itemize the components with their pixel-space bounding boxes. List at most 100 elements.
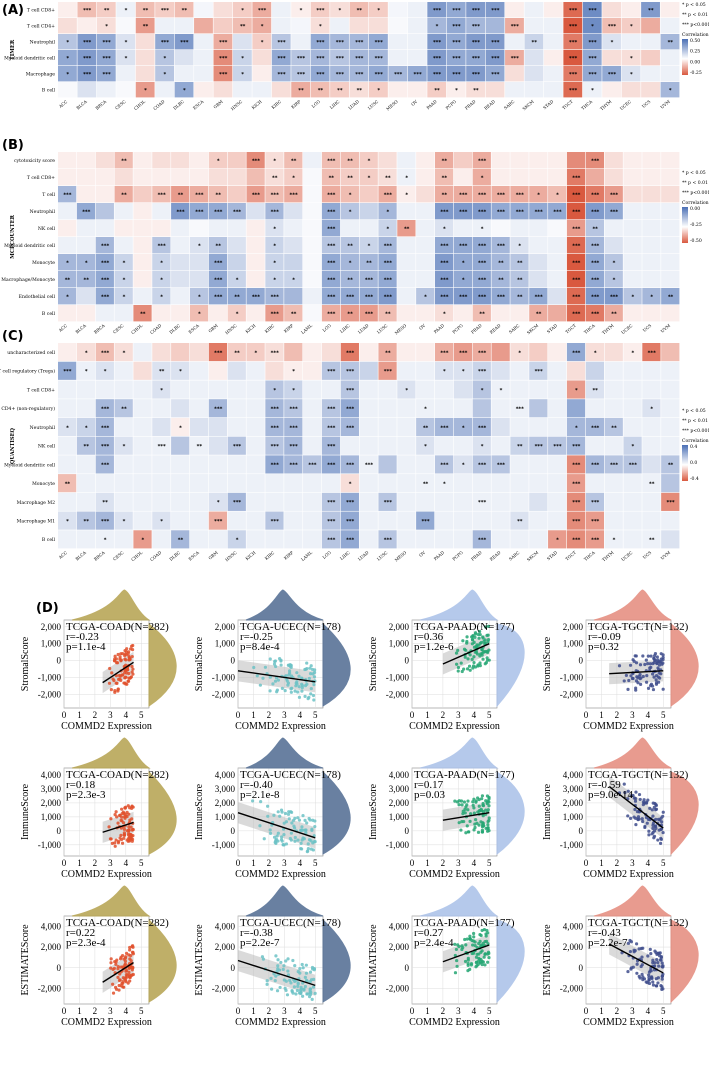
x-tick-label: 0 [62,858,67,868]
y-density [322,770,351,855]
significance-stars: * [66,425,69,431]
significance-stars: *** [346,350,354,356]
data-point [268,675,272,679]
heat-cell [271,34,291,50]
data-point [122,836,126,840]
heat-cell [246,305,265,322]
data-point [453,971,458,975]
heat-cell [96,34,116,50]
heat-cell [397,203,416,220]
data-point [113,841,117,845]
data-point [468,934,472,938]
plot-title: TCGA-TGCT(N=132) [588,621,689,633]
x-tick-label: 0 [236,858,241,868]
x-tick-label: 5 [139,710,144,720]
data-point [261,957,265,961]
legend-colorbar [682,39,688,75]
significance-stars: *** [497,295,505,301]
significance-stars: * [123,295,126,301]
data-point [652,654,657,658]
plot-p: p=0.03 [414,789,445,801]
data-point [650,976,654,981]
data-point [660,965,664,969]
significance-stars: * [217,500,220,506]
data-point [627,678,631,683]
plot-r: r=-0.59 [588,779,621,791]
significance-stars: ** [517,444,523,450]
significance-stars: *** [277,40,285,46]
heat-cell [416,474,435,493]
data-point [478,629,482,634]
heat-cell [310,66,330,82]
significance-stars: * [160,295,163,301]
significance-stars: * [273,159,276,165]
column-label: LUSC [367,99,380,111]
row-label: Macrophage M2 [17,500,55,506]
significance-stars: * [630,72,633,78]
column-label: LUAD [347,99,360,111]
heat-cell [95,220,114,237]
y-tick-label: -2,000 [386,983,410,993]
plot-p: p=2.4e-4 [414,937,454,949]
significance-stars: * [591,88,594,94]
heat-cell [227,254,246,271]
data-point [305,992,309,996]
regression-line [102,661,134,684]
heat-cell [359,305,378,322]
significance-stars: *** [214,295,222,301]
data-point [471,666,475,670]
heat-cell [378,361,397,380]
data-point [311,985,316,989]
heat-cell [171,343,190,362]
heat-cell [284,474,303,493]
heat-cell [194,34,213,50]
data-point [650,808,654,812]
heat-cell [407,82,427,98]
heat-cell [472,343,491,362]
significance-stars: *** [214,278,222,284]
y-density [148,918,177,1003]
heat-cell [284,530,303,549]
y-tick-label: 1,000 [389,639,410,649]
data-point [476,830,481,834]
heat-cell [152,474,171,493]
y-tick-label: 3,000 [215,784,236,794]
significance-stars: *** [588,8,596,14]
heat-cell [58,530,77,549]
data-point [487,804,491,808]
plot-p: p=1.2e-6 [414,641,454,653]
significance-stars: * [123,519,126,525]
heat-cell [77,18,97,34]
x-axis-label: COMMD2 Expression [409,721,500,732]
significance-stars: ** [197,444,203,450]
data-point [127,812,131,816]
heat-cell [661,305,680,322]
heat-cell [661,237,680,254]
significance-stars: ** [517,261,523,267]
significance-stars: *** [478,369,486,375]
heat-cell [155,66,175,82]
heat-cell [359,271,378,288]
heat-cell [623,169,642,186]
data-point [457,803,461,807]
significance-stars: *** [478,278,486,284]
heat-cell [472,271,491,288]
y-tick-label: -1,000 [212,673,236,683]
column-label: KIRC [264,323,276,334]
heat-cell [303,271,322,288]
significance-stars: ** [234,350,240,356]
data-point [266,814,270,818]
heat-cell [133,288,152,305]
heat-cell [349,34,369,50]
significance-stars: *** [277,72,285,78]
data-point [129,836,133,841]
data-point [306,697,310,701]
column-label: LGG [311,99,322,109]
x-tick-label: 1 [251,710,256,720]
data-point [107,681,112,685]
data-point [298,988,303,992]
heat-cell [232,66,252,82]
heat-cell [284,203,303,220]
y-tick-label: 4,000 [215,770,236,780]
